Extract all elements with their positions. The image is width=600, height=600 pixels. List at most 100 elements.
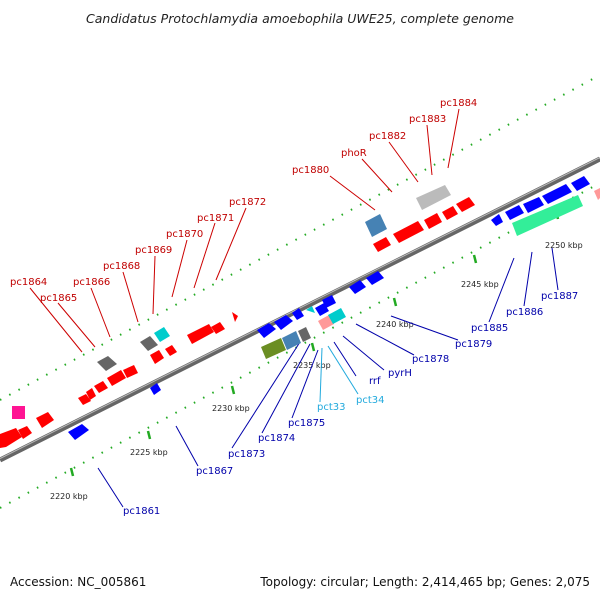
dotted-guides	[0, 74, 600, 509]
gene-label[interactable]: pct34	[356, 395, 385, 406]
gene-arrow	[274, 315, 293, 330]
gene-arrow	[456, 197, 475, 212]
gene-arrow	[373, 237, 391, 252]
leader-line	[175, 425, 199, 467]
leader-lines-reverse	[97, 247, 559, 508]
reverse-labels: pc1861 pc1867 pc1873 pc1874 pc1875 pct33…	[123, 291, 578, 517]
tick-mark	[69, 467, 75, 477]
gene-label[interactable]: pc1883	[409, 114, 446, 125]
gene-label[interactable]: pyrH	[388, 368, 412, 379]
gene-label[interactable]: pc1886	[506, 307, 543, 318]
leader-line	[488, 257, 515, 323]
map-title: Candidatus Protochlamydia amoebophila UW…	[86, 11, 514, 26]
gene-arrow	[491, 214, 503, 226]
tick-mark	[472, 254, 478, 264]
tick-label: 2220 kbp	[50, 492, 88, 501]
summary-text: Topology: circular; Length: 2,414,465 bp…	[259, 575, 590, 589]
gene-label[interactable]: pc1864	[10, 277, 47, 288]
leader-line	[390, 315, 459, 341]
gene-arrow	[36, 412, 54, 428]
gene-arrow	[78, 394, 91, 405]
gene-arrow	[232, 312, 238, 322]
gene-arrow	[123, 365, 138, 378]
leader-line	[388, 141, 419, 183]
forward-labels: pc1864 pc1865 pc1866 pc1868 pc1869 pc187…	[10, 98, 477, 304]
gene-label[interactable]: rrf	[369, 376, 381, 387]
gene-rna	[306, 306, 315, 313]
gene-arrow	[349, 280, 366, 294]
leader-line	[327, 345, 359, 395]
guide-top	[0, 74, 600, 401]
gene-label[interactable]: pc1867	[196, 466, 233, 477]
gene-label[interactable]: pc1866	[73, 277, 110, 288]
gene-misc	[282, 331, 301, 350]
tick-label: 2225 kbp	[130, 448, 168, 457]
guide-bottom	[0, 182, 600, 509]
gene-arrow	[165, 345, 177, 356]
tick-mark	[146, 430, 152, 440]
gene-label[interactable]: pc1887	[541, 291, 578, 302]
gene-label[interactable]: pc1878	[412, 354, 449, 365]
gene-rna	[328, 308, 346, 324]
gene-label[interactable]: pc1880	[292, 165, 329, 176]
gene-label[interactable]: pc1871	[197, 213, 234, 224]
gene-arrow	[393, 221, 424, 243]
gene-arrow	[150, 383, 161, 395]
gene-label[interactable]: pc1882	[369, 131, 406, 142]
accession-text: Accession: NC_005861	[10, 575, 146, 589]
forward-features	[0, 185, 600, 448]
gene-label[interactable]: pc1873	[228, 449, 265, 460]
leader-line	[523, 251, 533, 307]
leader-line	[57, 302, 96, 348]
leader-line	[122, 271, 139, 323]
gene-label[interactable]: pc1869	[135, 245, 172, 256]
gene-misc	[365, 214, 387, 237]
gene-arrow	[257, 323, 276, 338]
leader-line	[231, 341, 301, 449]
leader-line	[329, 175, 376, 211]
gene-label[interactable]: phoR	[341, 148, 367, 159]
backbone-line	[0, 156, 600, 463]
gene-misc	[594, 188, 600, 200]
gene-arrow	[94, 381, 108, 393]
gene-pseudo	[298, 327, 311, 342]
gene-pseudo	[140, 336, 158, 351]
gene-label[interactable]: pc1879	[455, 339, 492, 350]
leader-line	[90, 287, 111, 338]
gene-label[interactable]: pc1870	[166, 229, 203, 240]
tick-mark	[310, 342, 316, 352]
gene-pseudo	[416, 185, 451, 210]
tick-mark	[392, 297, 398, 307]
gene-arrow	[86, 388, 96, 400]
gene-label[interactable]: pc1884	[440, 98, 477, 109]
gene-misc	[318, 315, 334, 330]
scale-ticks: 2220 kbp 2225 kbp 2230 kbp 2235 kbp 2240…	[50, 210, 583, 501]
gene-label[interactable]: pc1885	[471, 323, 508, 334]
gene-label[interactable]: pc1865	[40, 293, 77, 304]
gene-label[interactable]: pc1875	[288, 418, 325, 429]
gene-arrow	[211, 322, 225, 334]
tick-label: 2240 kbp	[376, 320, 414, 329]
leader-line	[551, 247, 559, 291]
leader-line	[171, 239, 188, 298]
gene-label[interactable]: pc1868	[103, 261, 140, 272]
gene-label[interactable]: pc1861	[123, 506, 160, 517]
leader-line	[426, 124, 433, 176]
gene-pseudo	[97, 356, 117, 371]
leader-line	[261, 343, 311, 434]
gene-arrow	[107, 370, 126, 386]
gene-label[interactable]: pc1872	[229, 197, 266, 208]
backbone	[0, 156, 600, 463]
leader-line	[361, 158, 393, 193]
gene-arrow	[424, 213, 442, 229]
gene-label[interactable]: pct33	[317, 402, 346, 413]
leader-line	[152, 255, 156, 315]
tick-label: 2230 kbp	[212, 404, 250, 413]
gene-label[interactable]: pc1874	[258, 433, 295, 444]
gene-arrow	[442, 206, 458, 220]
leader-lines-rna	[319, 345, 359, 403]
gene-arrow	[542, 184, 572, 204]
gene-arrow	[0, 428, 22, 448]
